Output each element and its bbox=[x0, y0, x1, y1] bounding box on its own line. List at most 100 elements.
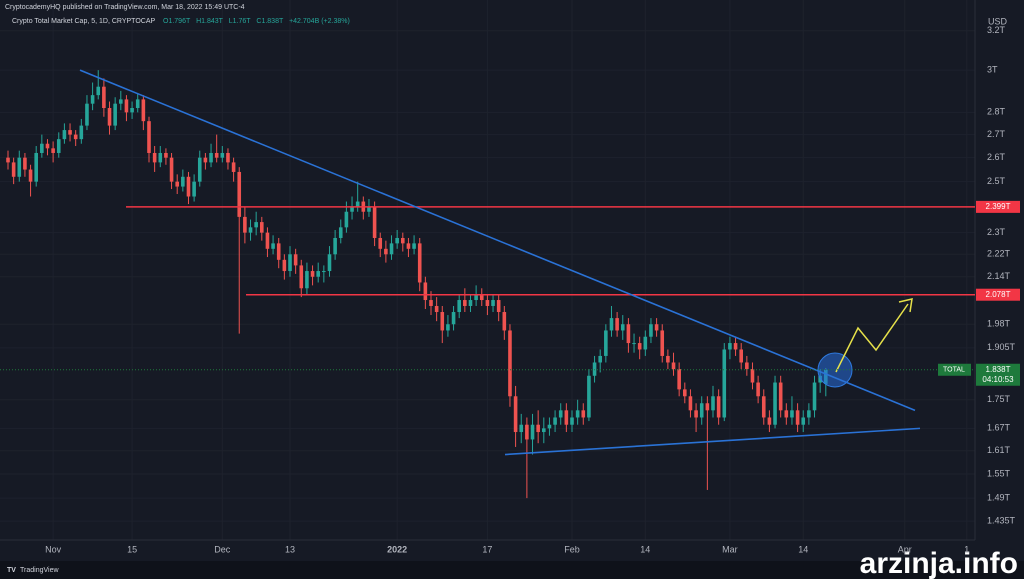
last-price-label: 1.838T bbox=[986, 365, 1011, 374]
candle-body bbox=[299, 265, 304, 289]
candle-body bbox=[553, 417, 557, 425]
candle-body bbox=[186, 176, 191, 197]
candle-body bbox=[192, 181, 196, 197]
candle-body bbox=[508, 330, 512, 397]
candle-body bbox=[305, 271, 309, 289]
candle-body bbox=[457, 300, 461, 313]
candle-body bbox=[395, 237, 399, 244]
candle-body bbox=[102, 86, 106, 109]
candle-body bbox=[130, 108, 134, 113]
trend-line bbox=[79, 69, 916, 412]
candle-body bbox=[654, 324, 659, 331]
candle-body bbox=[322, 271, 326, 273]
y-tick-label: 1.67T bbox=[987, 423, 1011, 433]
plot-area bbox=[6, 70, 828, 499]
candle-body bbox=[40, 143, 44, 153]
y-tick-label: 1.905T bbox=[987, 342, 1016, 352]
candle-body bbox=[220, 152, 225, 158]
projection-arrow bbox=[835, 303, 909, 373]
candle-body bbox=[11, 162, 16, 177]
candle-body bbox=[214, 152, 219, 158]
candle-body bbox=[271, 243, 275, 249]
candle-body bbox=[795, 410, 800, 425]
candle-body bbox=[778, 382, 783, 411]
candle-body bbox=[620, 324, 625, 331]
candle-body bbox=[293, 254, 298, 266]
candle-body bbox=[434, 305, 439, 313]
change: +42.704B (+2.38%) bbox=[289, 18, 350, 25]
candle-body bbox=[463, 300, 467, 306]
candle-body bbox=[124, 99, 129, 113]
candle-body bbox=[355, 201, 360, 207]
countdown: 04:10:53 bbox=[982, 375, 1014, 384]
candle-body bbox=[750, 369, 755, 383]
candle-body bbox=[666, 355, 670, 363]
candle-body bbox=[243, 216, 247, 233]
footer-brand: TradingView bbox=[20, 567, 59, 574]
y-tick-label: 2.7T bbox=[987, 129, 1006, 139]
level-label-box bbox=[976, 288, 1020, 301]
candle-body bbox=[598, 355, 602, 363]
x-tick-label: Nov bbox=[45, 544, 62, 554]
candle-body bbox=[513, 396, 518, 433]
candle-body bbox=[801, 417, 806, 425]
candle-body bbox=[79, 125, 84, 140]
candle-body bbox=[333, 237, 337, 255]
x-tick-label: 17 bbox=[482, 544, 492, 554]
candle-body bbox=[429, 300, 433, 306]
candle-body bbox=[62, 130, 67, 140]
grid bbox=[0, 0, 975, 540]
candle-body bbox=[350, 206, 354, 212]
candle-body bbox=[807, 410, 811, 418]
candle-body bbox=[711, 396, 715, 411]
candle-body bbox=[767, 417, 772, 425]
candle-body bbox=[197, 157, 202, 182]
header-line: Crypto Total Market Cap, 5, 1D, CRYPTOCA… bbox=[12, 18, 350, 25]
candle-body bbox=[34, 152, 38, 182]
x-tick-label: 15 bbox=[127, 544, 137, 554]
candle-body bbox=[96, 86, 101, 96]
footer-logo: TV bbox=[7, 567, 16, 574]
open: O1.796T bbox=[163, 18, 191, 25]
candle-body bbox=[643, 336, 648, 350]
level-label: 2.078T bbox=[986, 290, 1011, 299]
candle-body bbox=[688, 396, 693, 411]
candle-body bbox=[705, 403, 710, 411]
candle-body bbox=[17, 157, 22, 177]
candle-body bbox=[649, 324, 653, 337]
candle-body bbox=[739, 349, 743, 363]
candle-body bbox=[338, 227, 343, 238]
candle-body bbox=[175, 181, 179, 187]
candle-body bbox=[141, 99, 146, 122]
candle-body bbox=[570, 417, 574, 425]
candle-body bbox=[282, 259, 287, 272]
candle-body bbox=[288, 254, 292, 272]
candle-body bbox=[56, 139, 61, 153]
candle-body bbox=[135, 99, 140, 109]
candle-body bbox=[683, 389, 687, 397]
candle-body bbox=[699, 403, 704, 418]
x-tick-label: 14 bbox=[640, 544, 650, 554]
candle-body bbox=[756, 382, 760, 397]
candle-body bbox=[575, 410, 580, 418]
candle-body bbox=[558, 410, 563, 418]
currency: USD bbox=[988, 16, 1008, 26]
last-price-name-box bbox=[938, 363, 971, 376]
candle-body bbox=[119, 99, 123, 104]
y-tick-label: 2.22T bbox=[987, 249, 1011, 259]
candle-body bbox=[73, 134, 78, 140]
candle-body bbox=[632, 343, 636, 345]
candle-body bbox=[491, 300, 495, 306]
y-tick-label: 2.6T bbox=[987, 152, 1006, 162]
y-tick-label: 1.49T bbox=[987, 492, 1011, 502]
candle-body bbox=[677, 369, 681, 390]
candle-body bbox=[169, 157, 174, 182]
candle-body bbox=[502, 312, 507, 331]
candle-body bbox=[525, 424, 529, 440]
candle-body bbox=[147, 121, 151, 153]
candle-body bbox=[745, 362, 749, 370]
candle-body bbox=[547, 424, 552, 429]
low: L1.76T bbox=[229, 18, 252, 25]
high: H1.843T bbox=[196, 18, 224, 25]
